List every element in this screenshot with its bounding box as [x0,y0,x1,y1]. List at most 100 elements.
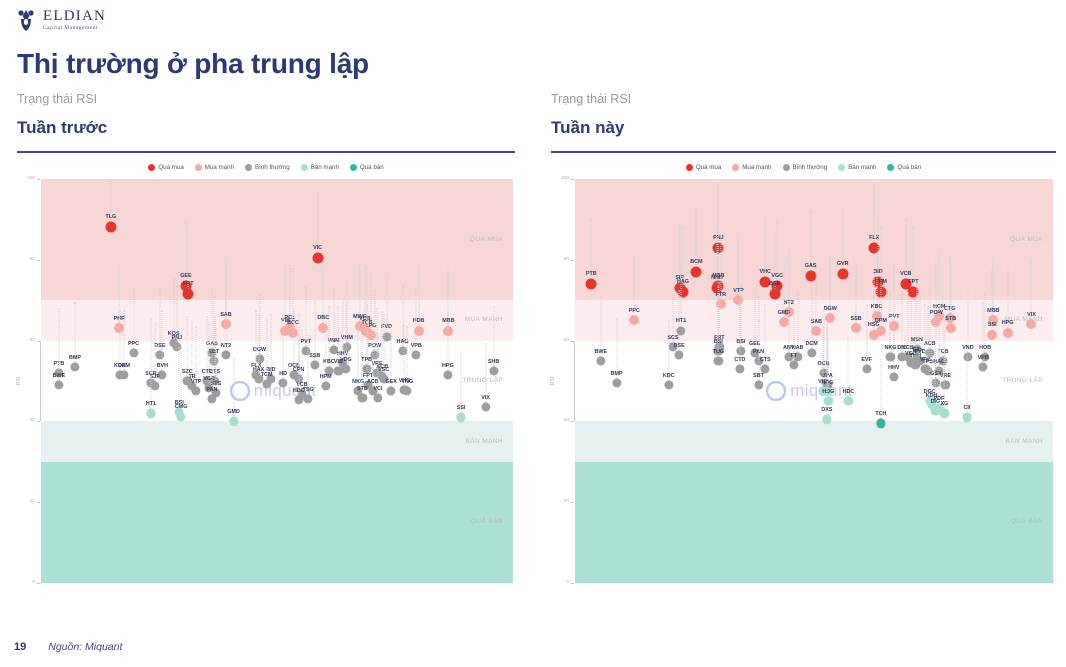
data-point[interactable] [301,346,311,356]
legend-item-1[interactable]: Mua mạnh [732,164,772,171]
data-point[interactable] [312,252,324,264]
data-point[interactable] [370,350,380,360]
data-point[interactable] [962,412,972,422]
data-point[interactable] [262,379,272,389]
legend-item-4[interactable]: Quá bán [349,164,384,171]
data-point[interactable] [294,395,304,405]
data-point[interactable] [211,388,221,398]
data-point[interactable] [940,380,951,390]
data-point[interactable] [945,323,956,334]
data-point[interactable] [182,376,192,386]
data-point[interactable] [885,352,896,362]
data-point[interactable] [811,326,822,337]
data-point[interactable] [368,386,378,396]
legend-item-3[interactable]: Bán mạnh [838,164,876,171]
data-point[interactable] [413,325,424,336]
data-point[interactable] [289,370,299,380]
data-point[interactable] [778,317,789,328]
data-point[interactable] [769,288,781,300]
data-point[interactable] [629,315,640,326]
data-point[interactable] [900,278,912,290]
data-point[interactable] [861,364,872,374]
legend-item-2[interactable]: Bình thường [782,164,827,171]
data-point[interactable] [357,393,368,403]
data-point[interactable] [596,356,606,366]
data-point[interactable] [207,394,217,404]
data-point[interactable] [333,366,343,376]
data-point[interactable] [187,381,197,391]
legend-item-1[interactable]: Mua mạnh [194,164,234,171]
data-point[interactable] [825,313,836,324]
legend-item-4[interactable]: Quá bán [887,164,921,171]
data-point[interactable] [365,330,376,341]
data-point[interactable] [146,408,156,418]
data-point[interactable] [923,366,933,376]
data-point[interactable] [119,370,129,380]
data-point[interactable] [341,364,351,374]
data-point[interactable] [897,352,907,362]
data-point[interactable] [54,380,64,390]
data-point[interactable] [733,295,744,306]
data-point[interactable] [889,372,899,382]
data-point[interactable] [411,350,421,360]
data-point[interactable] [871,311,882,322]
data-point[interactable] [793,352,803,362]
data-point[interactable] [204,383,214,393]
data-point[interactable] [868,242,880,254]
data-point[interactable] [837,268,849,280]
data-point[interactable] [818,386,828,396]
data-point[interactable] [278,378,288,388]
data-point[interactable] [456,412,466,422]
data-point[interactable] [386,386,396,396]
data-point[interactable] [805,270,817,282]
data-point[interactable] [318,322,329,333]
legend-item-0[interactable]: Quá mua [148,164,184,171]
data-point[interactable] [288,327,299,338]
legend-item-0[interactable]: Quá mua [685,164,721,171]
data-point[interactable] [668,342,678,352]
data-point[interactable] [822,414,832,424]
data-point[interactable] [221,350,231,360]
data-point[interactable] [353,386,363,396]
data-point[interactable] [342,342,352,352]
data-point[interactable] [980,352,990,362]
data-point[interactable] [875,325,886,336]
data-point[interactable] [910,360,920,370]
data-point[interactable] [843,396,853,406]
data-point[interactable] [373,393,383,403]
data-point[interactable] [771,280,783,292]
data-point[interactable] [254,354,265,364]
data-point[interactable] [191,386,201,396]
data-point[interactable] [310,360,320,370]
data-point[interactable] [324,366,334,376]
data-point[interactable] [939,408,950,418]
data-point[interactable] [903,352,913,362]
data-point[interactable] [664,380,674,390]
data-point[interactable] [157,370,167,380]
data-point[interactable] [128,348,139,358]
data-point[interactable] [676,325,686,336]
data-point[interactable] [363,380,373,390]
data-point[interactable] [397,346,408,356]
data-point[interactable] [938,356,948,366]
scatter-plot-this-week[interactable]: QUÁ MUA MUA MẠNH TRUNG LẬP BÁN MẠNH QUÁ BÁN 0… [553,176,1053,585]
data-point[interactable] [611,378,622,388]
data-point[interactable] [155,350,165,360]
data-point[interactable] [399,385,410,395]
data-point[interactable] [280,325,291,336]
data-point[interactable] [868,329,879,340]
data-point[interactable] [926,400,937,410]
data-point[interactable] [818,368,829,378]
data-point[interactable] [988,315,999,326]
data-point[interactable] [379,374,389,384]
data-point[interactable] [176,411,186,422]
data-point[interactable] [228,416,239,426]
data-point[interactable] [987,329,998,340]
data-point[interactable] [735,364,745,374]
data-point[interactable] [321,381,331,391]
data-point[interactable] [70,362,80,372]
data-point[interactable] [266,374,276,384]
data-point[interactable] [210,376,220,386]
data-point[interactable] [381,331,392,342]
data-point[interactable] [182,288,194,300]
